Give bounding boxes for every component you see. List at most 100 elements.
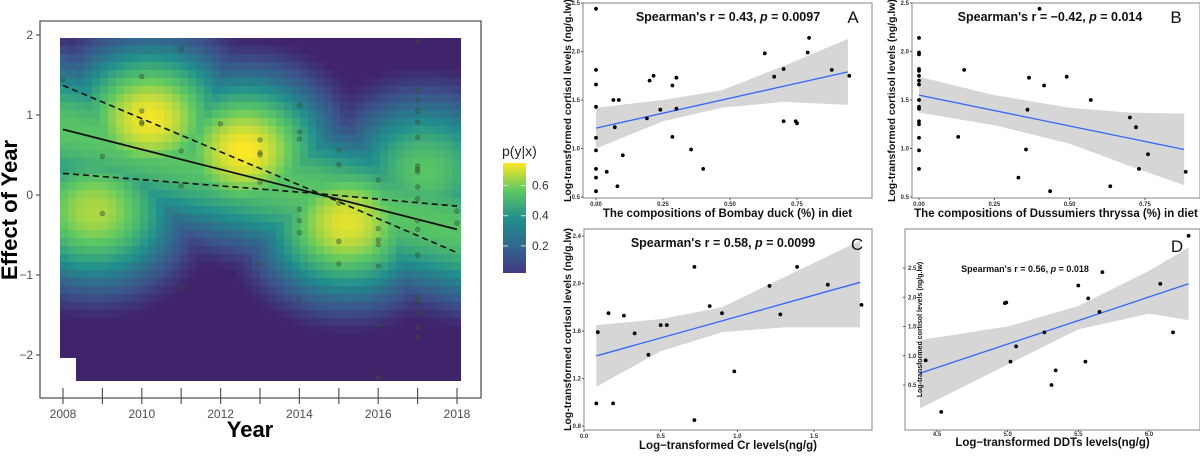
heatmap-cell — [340, 246, 348, 254]
heatmap-cell — [140, 302, 148, 310]
heatmap-cell — [452, 150, 460, 158]
heatmap-cell — [388, 134, 396, 142]
heatmap-cell — [380, 158, 388, 166]
panel-label: B — [1170, 8, 1181, 27]
heatmap-cell — [356, 286, 364, 294]
heatmap-cell — [148, 94, 156, 102]
heatmap-cell — [124, 238, 132, 246]
heatmap-cell — [284, 38, 292, 46]
heatmap-cell — [340, 278, 348, 286]
heatmap-cell — [380, 78, 388, 86]
heatmap-cell — [452, 190, 460, 198]
scatter-panel-a: 0.51.01.52.02.50.00 0.25 0.50 0.75Spearman'… — [562, 0, 873, 220]
heatmap-cell — [124, 198, 132, 206]
spearman-annotation: Spearman's r = 0.58, p = 0.0099 — [631, 236, 815, 250]
heatmap-cell — [60, 54, 68, 62]
heatmap-cell — [284, 310, 292, 318]
fit-line — [596, 281, 861, 357]
heatmap-cell — [308, 318, 316, 326]
heatmap-cell — [124, 102, 132, 110]
heatmap-cell — [308, 54, 316, 62]
heatmap-cell — [116, 286, 124, 294]
heatmap-cell — [132, 222, 140, 230]
heatmap-cell — [60, 262, 68, 270]
y-tick-label: 0.5 — [572, 195, 581, 201]
heatmap-cell — [132, 174, 140, 182]
heatmap-cell — [372, 142, 380, 150]
heatmap-cell — [220, 62, 228, 70]
confidence-band — [596, 240, 860, 387]
heatmap-cell — [148, 342, 156, 350]
heatmap-cell — [156, 38, 164, 46]
heatmap-cell — [276, 46, 284, 54]
heatmap-cell — [340, 374, 348, 381]
heatmap-cell — [132, 142, 140, 150]
heatmap-cell — [348, 294, 356, 302]
heatmap-cell — [284, 302, 292, 310]
heatmap-cell — [244, 294, 252, 302]
heatmap-cell — [436, 166, 444, 174]
heatmap-cell — [188, 190, 196, 198]
heatmap-cell — [356, 206, 364, 214]
heatmap-cell — [396, 54, 404, 62]
heatmap-cell — [396, 94, 404, 102]
heatmap-cell — [308, 166, 316, 174]
heatmap-cell — [396, 190, 404, 198]
heatmap-cell — [76, 262, 84, 270]
heatmap-cell — [332, 310, 340, 318]
heatmap-cell — [76, 238, 84, 246]
heatmap-cell — [92, 222, 100, 230]
heatmap-cell — [180, 334, 188, 342]
heatmap-cell — [228, 102, 236, 110]
data-point — [296, 129, 303, 135]
heatmap-cell — [428, 62, 436, 70]
heatmap-cell — [300, 374, 308, 381]
heatmap-cell — [284, 326, 292, 334]
heatmap-cell — [260, 350, 268, 358]
heatmap-cell — [300, 222, 308, 230]
heatmap-cell — [244, 310, 252, 318]
heatmap-cell — [268, 62, 276, 70]
heatmap-cell — [156, 270, 164, 278]
data-point — [415, 252, 421, 258]
heatmap-cell — [452, 230, 460, 238]
heatmap-cell — [116, 158, 124, 166]
heatmap-cell — [172, 294, 180, 302]
heatmap-cell — [228, 94, 236, 102]
y-tick-label: 2.0 — [572, 50, 581, 56]
heatmap-cell — [284, 206, 292, 214]
heatmap-cell — [244, 246, 252, 254]
heatmap-cell — [124, 126, 132, 134]
heatmap-cell — [252, 246, 260, 254]
heatmap-cell — [276, 78, 284, 86]
heatmap-cell — [92, 358, 100, 366]
heatmap-cell — [148, 318, 156, 326]
heatmap-cell — [348, 214, 356, 222]
heatmap-cell — [236, 366, 244, 374]
heatmap-cell — [356, 334, 364, 342]
heatmap-cell — [284, 350, 292, 358]
heatmap-cell — [204, 358, 212, 366]
heatmap-cell — [172, 246, 180, 254]
heatmap-cell — [284, 214, 292, 222]
heatmap-cell — [116, 238, 124, 246]
heatmap-cell — [284, 294, 292, 302]
heatmap-cell — [332, 118, 340, 126]
heatmap-cell — [108, 54, 116, 62]
heatmap-cell — [260, 78, 268, 86]
heatmap-cell — [116, 78, 124, 86]
heatmap-cell — [228, 70, 236, 78]
heatmap-cell — [196, 230, 204, 238]
heatmap-cell — [68, 166, 76, 174]
heatmap-cell — [156, 102, 164, 110]
data-point — [1146, 152, 1150, 157]
data-point — [1100, 270, 1105, 274]
heatmap-cell — [260, 150, 268, 158]
heatmap-cell — [244, 206, 252, 214]
heatmap-cell — [292, 174, 300, 182]
heatmap-cell — [92, 70, 100, 78]
heatmap-cell — [100, 46, 108, 54]
heatmap-cell — [292, 38, 300, 46]
heatmap-cell — [84, 358, 92, 366]
heatmap-cell — [236, 350, 244, 358]
